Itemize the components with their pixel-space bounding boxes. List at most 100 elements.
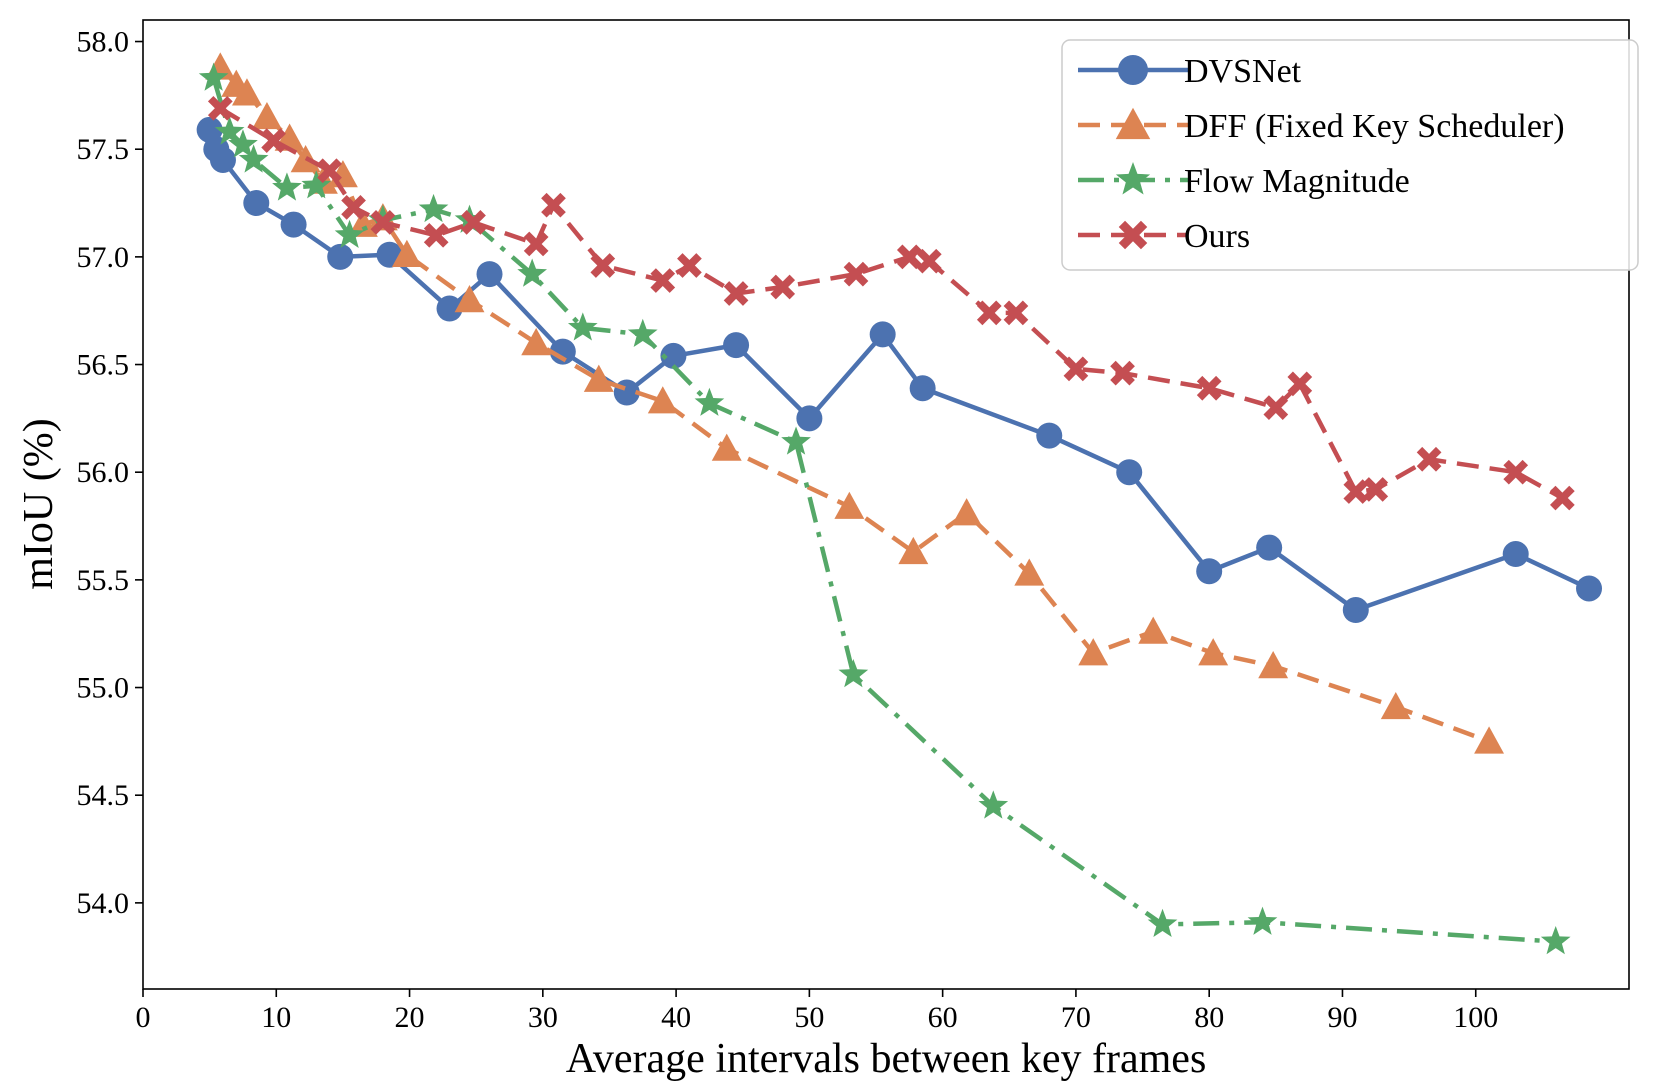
data-point [1263, 395, 1289, 420]
data-point [796, 405, 823, 432]
data-point [1343, 479, 1369, 504]
y-tick-label: 57.5 [77, 133, 130, 166]
data-point [1196, 558, 1223, 585]
y-tick-label: 55.5 [77, 564, 130, 597]
data-point [650, 268, 676, 293]
data-point [1198, 638, 1229, 666]
data-point [301, 170, 332, 199]
data-point [898, 536, 929, 565]
axis-ticks: 0 10 20 30 40 50 60 70 80 90 100 54.0 54.5 55.0 55.5 56… [77, 26, 1499, 1034]
y-tick-label: 58.0 [77, 26, 130, 59]
data-point [978, 790, 1009, 819]
data-point [521, 328, 552, 356]
x-tick-label: 80 [1194, 1001, 1224, 1034]
data-point [209, 146, 236, 173]
data-point [916, 248, 942, 274]
data-point [541, 192, 566, 218]
data-point [243, 190, 270, 217]
data-point [660, 342, 687, 369]
data-point [1342, 597, 1369, 624]
series-line-3 [219, 106, 1564, 501]
data-point [1287, 371, 1313, 397]
x-axis-title: Average intervals between key frames [566, 1036, 1207, 1082]
data-point [1036, 422, 1063, 449]
data-point [327, 243, 354, 270]
data-point [476, 261, 503, 288]
data-point [238, 144, 269, 173]
series-3 [207, 95, 1575, 511]
series-line-2 [211, 77, 1556, 944]
data-point [1380, 691, 1411, 720]
data-point [523, 231, 549, 257]
data-point [1138, 616, 1169, 644]
data-point [711, 433, 742, 461]
series-1 [205, 52, 1505, 754]
data-point [723, 281, 749, 306]
data-point [627, 318, 658, 348]
data-point [1576, 575, 1603, 602]
data-point [391, 239, 422, 267]
data-point [896, 244, 922, 270]
data-point [517, 258, 547, 287]
y-tick-label: 56.5 [77, 349, 130, 382]
chart-marks [196, 52, 1603, 955]
data-point [1502, 541, 1529, 568]
x-tick-label: 50 [794, 1001, 824, 1034]
x-tick-label: 100 [1453, 1001, 1498, 1034]
data-point [1474, 726, 1505, 754]
data-point [770, 274, 796, 300]
data-point [838, 659, 869, 688]
data-point [1116, 459, 1143, 486]
data-point [1363, 477, 1389, 502]
data-point [198, 62, 229, 91]
data-point [436, 295, 463, 322]
data-point [370, 210, 396, 235]
data-point [909, 375, 936, 402]
data-point [951, 498, 982, 526]
legend-marker [1115, 107, 1151, 140]
data-point [214, 116, 245, 145]
data-point [341, 194, 366, 220]
legend-item: Ours [1078, 218, 1250, 255]
data-point [869, 321, 896, 348]
x-tick-label: 0 [136, 1001, 151, 1034]
data-point [454, 284, 485, 313]
data-point [1247, 906, 1278, 935]
data-point [1503, 459, 1529, 485]
data-point [843, 261, 869, 287]
data-point [232, 78, 262, 106]
data-point [207, 95, 233, 121]
x-tick-label: 30 [528, 1001, 558, 1034]
data-point [1256, 534, 1283, 561]
y-tick-label: 54.5 [77, 779, 130, 812]
x-tick-label: 40 [661, 1001, 691, 1034]
legend-box [1061, 39, 1639, 271]
data-point [590, 253, 616, 278]
x-tick-label: 10 [261, 1001, 291, 1034]
data-point [583, 364, 614, 392]
plot-area-frame [142, 19, 1630, 990]
y-tick-label: 55.0 [77, 672, 130, 705]
data-point [1063, 356, 1089, 382]
data-point [461, 210, 486, 235]
data-point [976, 300, 1002, 326]
data-point [1078, 638, 1109, 666]
data-point [261, 128, 286, 153]
y-tick-label: 54.0 [77, 887, 130, 920]
data-point [280, 211, 307, 238]
data-point [423, 222, 449, 248]
data-point [723, 332, 750, 359]
legend-label: Ours [1184, 218, 1250, 255]
data-point [1003, 300, 1029, 326]
data-point [334, 219, 365, 248]
data-point [834, 491, 865, 519]
legend-item: Flow Magnitude [1078, 162, 1410, 200]
data-point [1147, 908, 1178, 938]
x-tick-label: 60 [928, 1001, 958, 1034]
legend: DVSNet DFF (Fixed Key Scheduler) Flow Magn… [1061, 39, 1639, 271]
data-point [228, 129, 258, 158]
legend-marker [1118, 55, 1148, 85]
data-point [1416, 446, 1442, 472]
